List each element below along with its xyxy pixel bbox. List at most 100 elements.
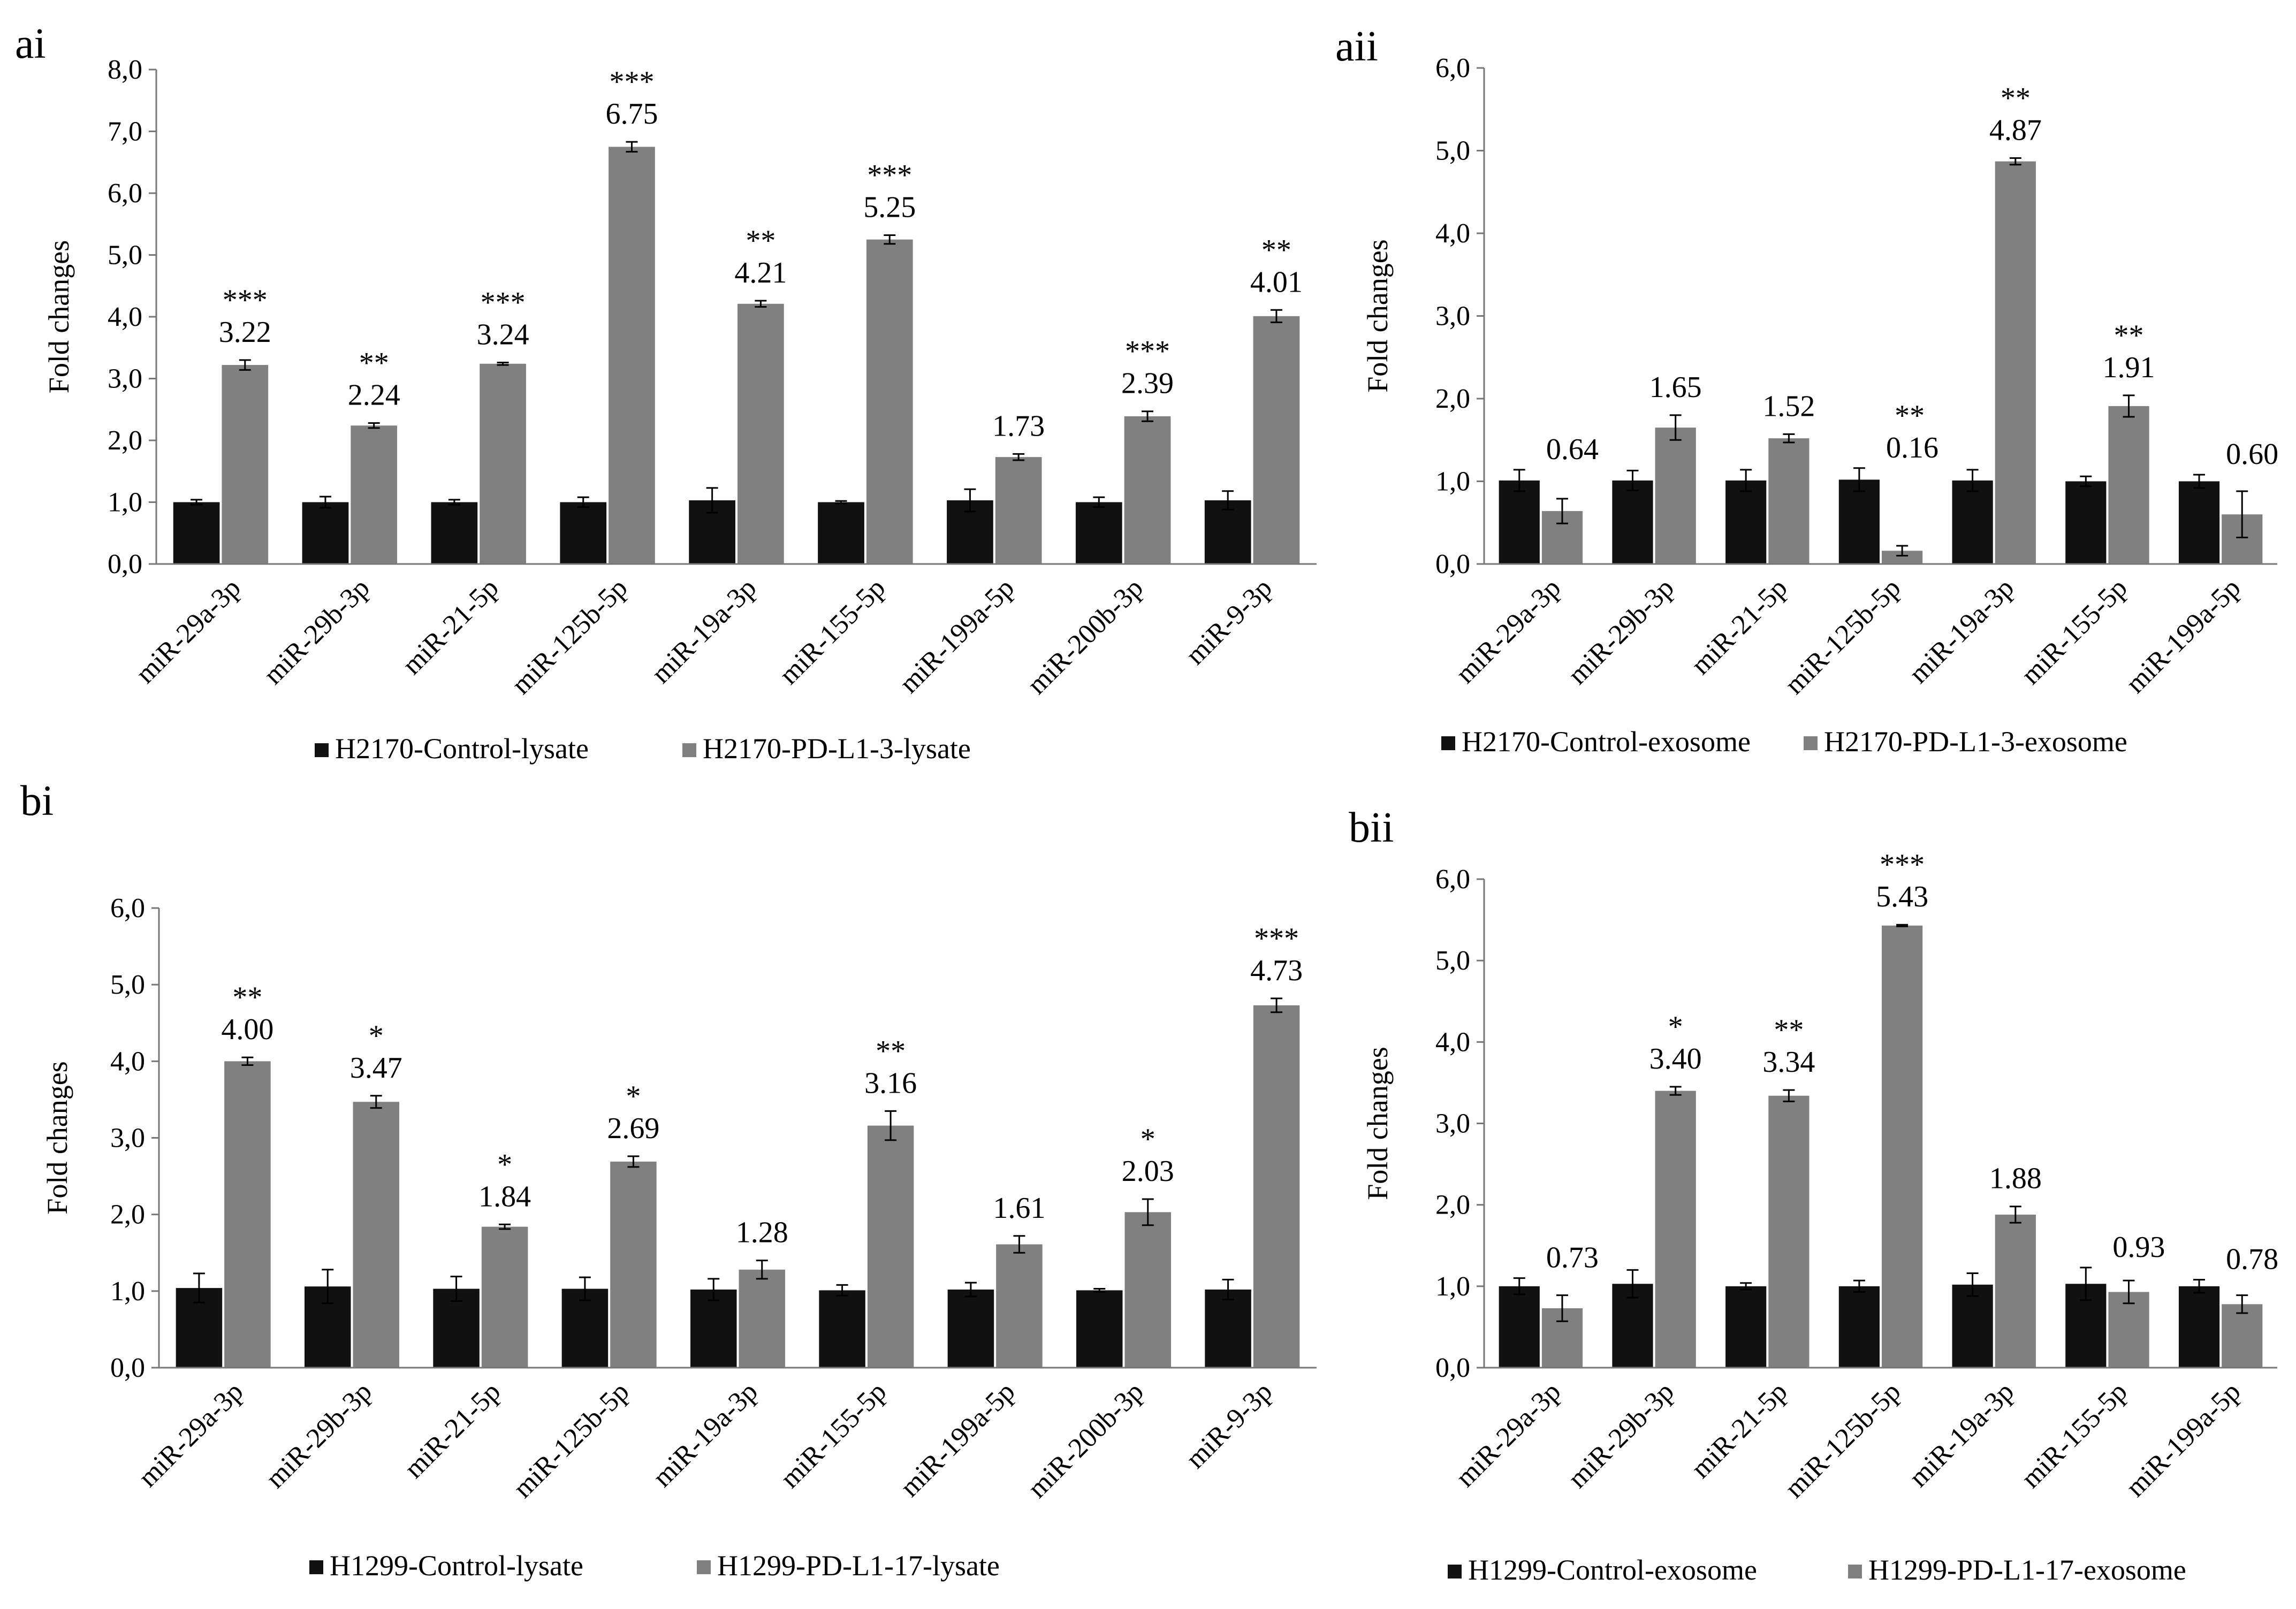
y-tick-label: 7,0 bbox=[108, 117, 142, 147]
legend-swatch-treatment bbox=[682, 743, 696, 757]
bar-treatment bbox=[609, 147, 655, 564]
bar-treatment bbox=[1124, 416, 1171, 564]
value-label: 3.22 bbox=[219, 316, 271, 349]
significance-marker: *** bbox=[1125, 335, 1170, 368]
value-label: 0.93 bbox=[2112, 1231, 2165, 1264]
value-label: 3.47 bbox=[350, 1051, 402, 1085]
y-tick-label: 3,0 bbox=[108, 364, 142, 394]
value-label: 1.65 bbox=[1649, 371, 1702, 404]
value-label: 4.21 bbox=[734, 256, 787, 289]
significance-marker: *** bbox=[1254, 922, 1299, 955]
bar-treatment bbox=[1995, 1214, 2036, 1368]
legend-label: H1299-PD-L1-17-lysate bbox=[717, 1550, 1000, 1582]
significance-marker: * bbox=[369, 1019, 384, 1053]
bar-treatment bbox=[739, 1269, 786, 1368]
bar-control bbox=[818, 502, 864, 564]
bar-treatment bbox=[222, 365, 269, 564]
value-label: 0.78 bbox=[2226, 1243, 2278, 1276]
bar-control bbox=[1952, 480, 1993, 564]
legend-label: H1299-Control-exosome bbox=[1468, 1554, 1757, 1586]
y-tick-label: 6,0 bbox=[110, 893, 145, 924]
bar-control bbox=[2065, 481, 2107, 564]
bar-control bbox=[560, 502, 607, 564]
legend-swatch-treatment bbox=[697, 1560, 711, 1574]
significance-marker: * bbox=[626, 1080, 641, 1113]
y-tick-label: 8,0 bbox=[108, 55, 142, 85]
value-label: 3.24 bbox=[477, 318, 529, 351]
y-tick-label: 4,0 bbox=[1435, 218, 1470, 249]
bar-treatment bbox=[1882, 925, 1923, 1368]
bar-control bbox=[1204, 500, 1251, 564]
significance-marker: * bbox=[1141, 1123, 1155, 1156]
significance-marker: *** bbox=[609, 65, 654, 98]
y-tick-label: 1,0 bbox=[108, 487, 142, 518]
bar-control bbox=[1725, 1286, 1767, 1368]
bar-treatment bbox=[481, 1226, 528, 1368]
value-label: 0.16 bbox=[1886, 431, 1938, 464]
panel-label: bii bbox=[1349, 804, 1394, 851]
y-tick-label: 5,0 bbox=[108, 240, 142, 271]
value-label: 2.03 bbox=[1122, 1155, 1174, 1188]
significance-marker: *** bbox=[1880, 848, 1925, 881]
bar-treatment bbox=[353, 1102, 400, 1368]
legend-label: H2170-PD-L1-3-exosome bbox=[1824, 726, 2127, 758]
significance-marker: ** bbox=[1895, 399, 1925, 432]
bar-control bbox=[819, 1290, 865, 1368]
significance-marker: *** bbox=[481, 286, 526, 319]
y-axis-label: Fold changes bbox=[43, 240, 75, 393]
bar-treatment bbox=[1124, 1212, 1172, 1368]
significance-marker: ** bbox=[746, 224, 776, 257]
bar-control bbox=[2178, 481, 2220, 564]
y-tick-label: 1,0 bbox=[1435, 467, 1470, 497]
bar-treatment bbox=[610, 1161, 657, 1368]
value-label: 4.00 bbox=[221, 1013, 273, 1046]
y-tick-label: 0,0 bbox=[108, 549, 142, 579]
bar-treatment bbox=[1995, 161, 2036, 565]
bar-treatment bbox=[1655, 1091, 1696, 1368]
value-label: 1.73 bbox=[992, 409, 1045, 443]
legend-label: H1299-PD-L1-17-exosome bbox=[1868, 1554, 2186, 1586]
value-label: 1.52 bbox=[1762, 390, 1815, 423]
bar-treatment bbox=[2222, 1304, 2263, 1368]
value-label: 2.39 bbox=[1121, 367, 1174, 400]
y-axis-label: Fold changes bbox=[41, 1061, 73, 1214]
y-tick-label: 2,0 bbox=[1435, 1190, 1470, 1221]
bar-control bbox=[1952, 1284, 1993, 1368]
bar-control bbox=[1499, 480, 1540, 564]
y-tick-label: 0,0 bbox=[1435, 549, 1470, 579]
value-label: 4.87 bbox=[1989, 113, 2042, 147]
bar-treatment bbox=[995, 457, 1042, 564]
y-tick-label: 2,0 bbox=[1435, 384, 1470, 414]
value-label: 4.73 bbox=[1250, 954, 1303, 987]
y-tick-label: 6,0 bbox=[108, 178, 142, 209]
y-tick-label: 2,0 bbox=[108, 425, 142, 456]
y-tick-label: 5,0 bbox=[1435, 136, 1470, 166]
value-label: 1.91 bbox=[2103, 351, 2155, 384]
y-tick-label: 3,0 bbox=[110, 1123, 145, 1154]
bar-treatment bbox=[996, 1244, 1043, 1368]
y-tick-label: 3,0 bbox=[1435, 301, 1470, 332]
significance-marker: * bbox=[497, 1148, 512, 1181]
y-axis-label: Fold changes bbox=[1362, 1047, 1394, 1200]
significance-marker: *** bbox=[867, 159, 912, 192]
value-label: 6.75 bbox=[605, 97, 658, 131]
significance-marker: ** bbox=[2114, 319, 2144, 352]
bar-control bbox=[1075, 502, 1122, 564]
value-label: 1.28 bbox=[736, 1216, 788, 1249]
legend-swatch-control bbox=[1448, 1565, 1462, 1579]
legend-label: H2170-Control-lysate bbox=[335, 733, 589, 765]
bar-control bbox=[690, 1289, 737, 1368]
bar-treatment bbox=[351, 425, 398, 564]
bar-treatment bbox=[1253, 316, 1300, 564]
significance-marker: *** bbox=[223, 284, 268, 317]
value-label: 5.43 bbox=[1876, 880, 1928, 913]
y-tick-label: 2,0 bbox=[110, 1200, 145, 1230]
bar-control bbox=[173, 502, 220, 564]
value-label: 0.73 bbox=[1546, 1241, 1599, 1275]
bar-control bbox=[561, 1288, 609, 1368]
legend-swatch-control bbox=[315, 743, 329, 757]
bar-treatment bbox=[224, 1061, 271, 1368]
value-label: 5.25 bbox=[863, 191, 916, 224]
y-tick-label: 4,0 bbox=[108, 302, 142, 332]
